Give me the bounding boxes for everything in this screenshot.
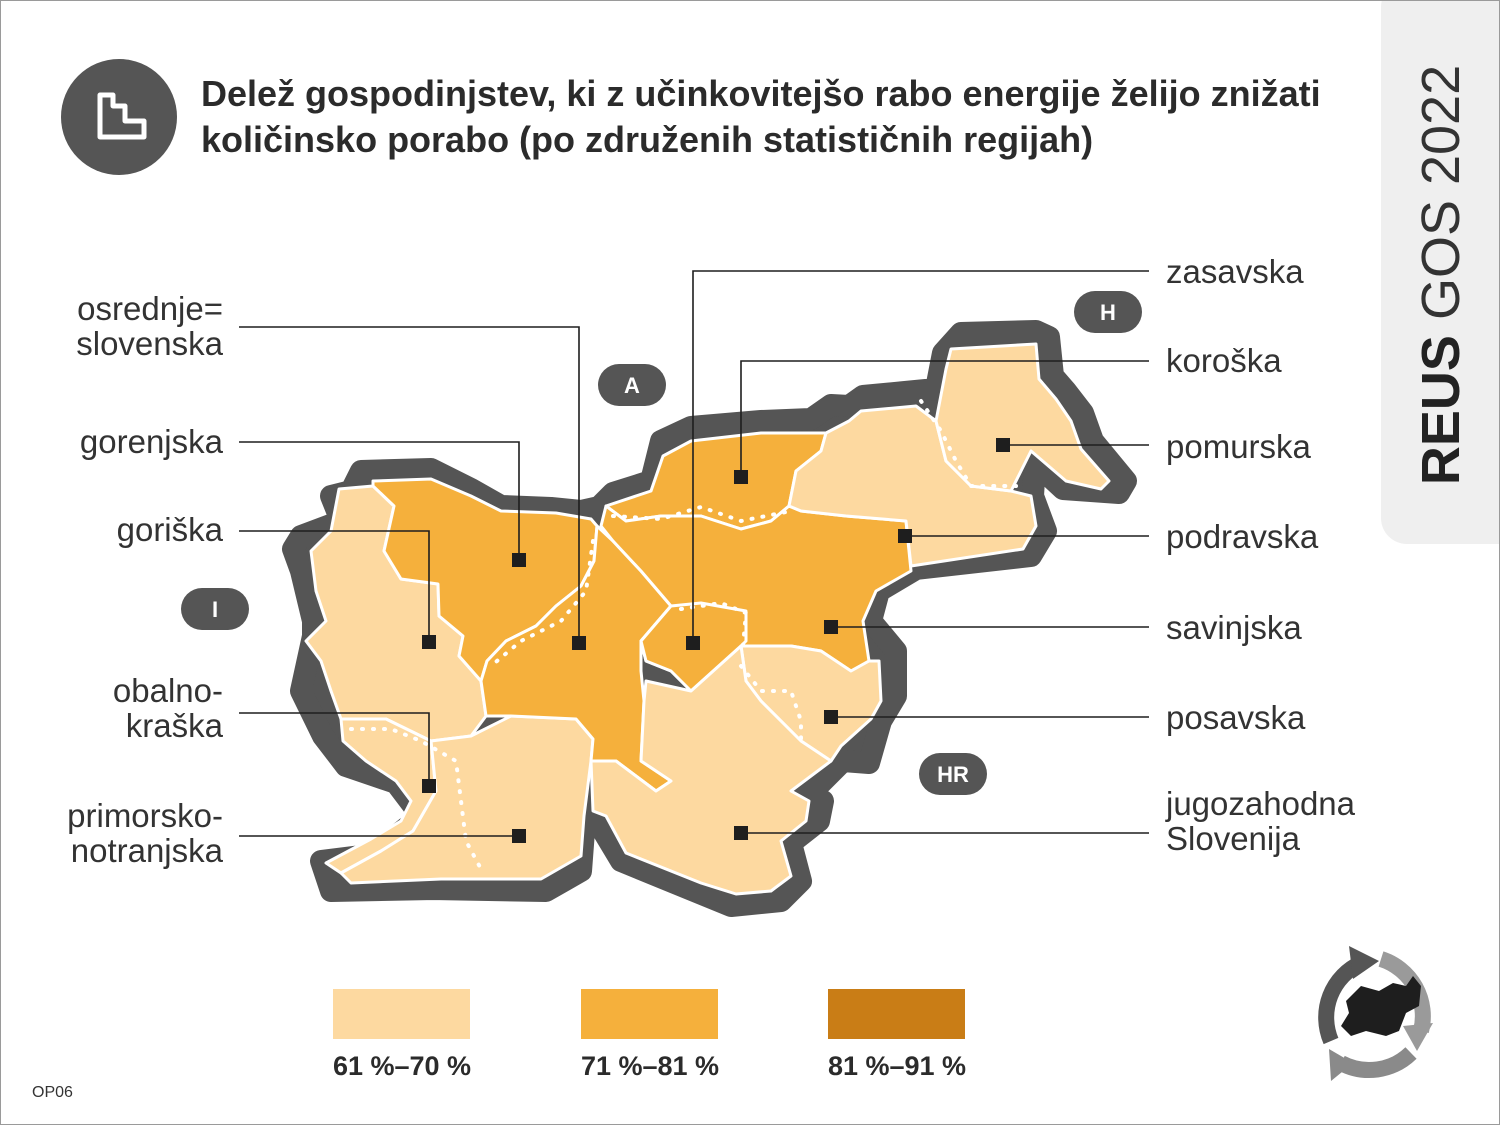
marker-posavska	[824, 710, 838, 724]
subregion-border	[679, 600, 749, 648]
label-goriska: goriška	[116, 511, 223, 548]
marker-primorsko-notranjska	[512, 829, 526, 843]
side-badge	[1381, 1, 1499, 544]
subregion-border	[349, 727, 483, 871]
leader-obalno-kraska	[239, 712, 430, 786]
label-osrednjeslovenska: osrednje= slovenska	[41, 291, 223, 361]
label-osrednjeslovenska-line-1: osrednje=	[77, 290, 223, 327]
country-label-croatia: HR	[937, 762, 969, 787]
marker-gorenjska	[512, 553, 526, 567]
leader-koroska	[740, 360, 1149, 477]
marker-savinjska	[824, 620, 838, 634]
label-savinjska: savinjska	[1166, 609, 1302, 646]
label-primorsko-notranjska-line-1: primorsko-	[67, 797, 223, 834]
subregion-border	[739, 664, 803, 748]
legend-label-3: 81 %–91 %	[827, 1051, 967, 1081]
marker-obalno-kraska	[422, 779, 436, 793]
label-primorsko-notranjska-line-2: notranjska	[70, 832, 223, 869]
legend-swatch-1	[333, 989, 470, 1039]
subregion-border	[489, 539, 595, 668]
region-markers	[422, 438, 1010, 843]
country-label-austria: A	[624, 373, 640, 398]
recycle-slovenia-logo-icon	[1318, 946, 1433, 1081]
marker-podravska	[898, 529, 912, 543]
leader-osrednjeslovenska	[239, 326, 580, 643]
label-pomurska: pomurska	[1166, 428, 1311, 465]
label-jugozahodna: jugozahodna Slovenija	[1166, 786, 1355, 856]
leader-zasavska	[692, 270, 1149, 643]
label-posavska: posavska	[1166, 699, 1306, 736]
map-title: Delež gospodinjstev, ki z učinkovitejšo …	[201, 73, 1321, 160]
label-koroska: koroška	[1166, 342, 1282, 379]
label-gorenjska: gorenjska	[79, 423, 223, 460]
subregion-border	[611, 504, 793, 524]
label-obalno-kraska: obalno- kraška	[41, 673, 223, 743]
legend-swatch-3	[828, 989, 965, 1039]
country-croatia: HR	[919, 753, 987, 795]
figure-code: OP06	[32, 1084, 73, 1101]
label-zasavska: zasavska	[1166, 253, 1304, 290]
leader-gorenjska	[239, 441, 520, 560]
legend-label-2: 71 %–81 %	[580, 1051, 720, 1081]
stairs-chart-icon	[61, 59, 177, 175]
label-obalno-kraska-line-2: kraška	[125, 707, 223, 744]
country-austria: A	[598, 364, 666, 406]
marker-zasavska	[686, 636, 700, 650]
legend-swatch-2	[581, 989, 718, 1039]
country-label-italy: I	[212, 597, 218, 622]
label-jugozahodna-line-1: jugozahodna	[1166, 785, 1356, 822]
marker-jugovzhodna	[734, 826, 748, 840]
label-jugozahodna-line-2: Slovenija	[1166, 820, 1300, 857]
country-hungary: H	[1074, 291, 1142, 333]
marker-osrednjeslovenska	[572, 636, 586, 650]
label-obalno-kraska-line-1: obalno-	[112, 672, 223, 709]
label-podravska: podravska	[1166, 518, 1319, 555]
leader-lines	[239, 270, 1149, 837]
leader-goriska	[239, 530, 430, 642]
label-primorsko-notranjska: primorsko- notranjska	[31, 798, 223, 868]
legend-label-1: 61 %–70 %	[332, 1051, 472, 1081]
marker-koroska	[734, 470, 748, 484]
region-pomurska	[934, 342, 1111, 493]
country-label-hungary: H	[1100, 300, 1116, 325]
marker-pomurska	[996, 438, 1010, 452]
marker-goriska	[422, 635, 436, 649]
region-jugovzhodna-slovenija	[589, 644, 833, 896]
subregion-border	[919, 399, 1018, 488]
country-italy: I	[181, 588, 249, 630]
label-osrednjeslovenska-line-2: slovenska	[76, 325, 223, 362]
